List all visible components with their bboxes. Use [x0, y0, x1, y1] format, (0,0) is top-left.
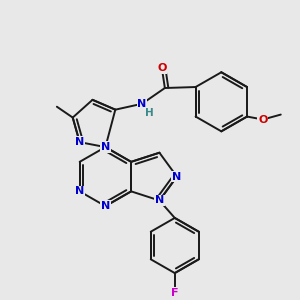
Text: N: N: [137, 99, 147, 109]
Text: F: F: [171, 288, 178, 298]
Text: O: O: [258, 115, 268, 124]
Text: N: N: [101, 201, 110, 211]
Text: N: N: [75, 137, 84, 147]
Text: H: H: [145, 108, 153, 118]
Text: N: N: [155, 196, 164, 206]
Text: N: N: [172, 172, 182, 182]
Text: O: O: [157, 63, 167, 73]
Text: N: N: [75, 186, 84, 197]
Text: N: N: [101, 142, 110, 152]
